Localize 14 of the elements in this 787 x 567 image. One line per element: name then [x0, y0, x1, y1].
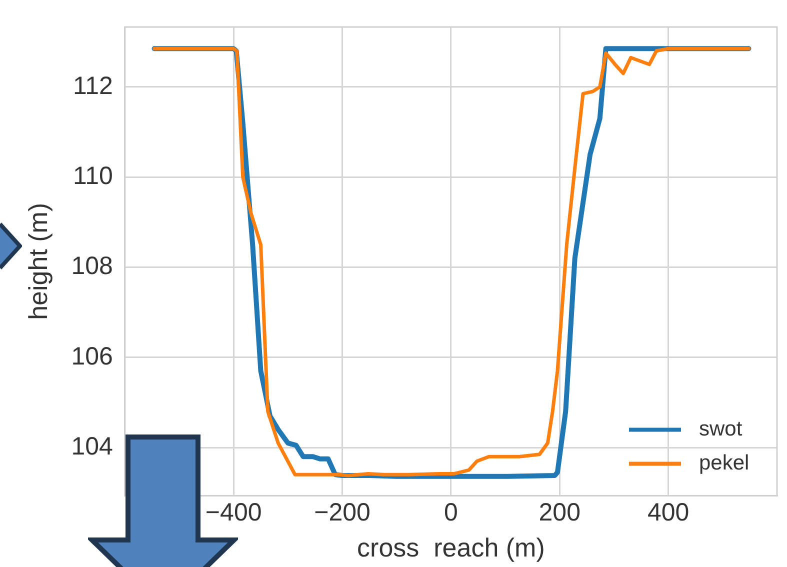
y-tick-label: 106 — [71, 342, 113, 370]
y-tick-label: 104 — [71, 432, 113, 460]
x-tick-label: 0 — [444, 498, 458, 527]
x-tick-label: −400 — [205, 498, 262, 527]
y-tick-label: 112 — [73, 72, 113, 100]
y-tick-label: 110 — [73, 162, 113, 190]
x-tick-label: 400 — [647, 498, 690, 527]
x-axis-title: cross reach (m) — [357, 532, 545, 563]
legend-label: swot — [699, 418, 742, 441]
y-axis-title: height (m) — [22, 202, 53, 320]
x-tick-label: −200 — [314, 498, 370, 527]
legend-label: pekel — [699, 452, 750, 475]
x-tick-label: 200 — [538, 498, 580, 527]
y-tick-label: 108 — [71, 252, 113, 280]
